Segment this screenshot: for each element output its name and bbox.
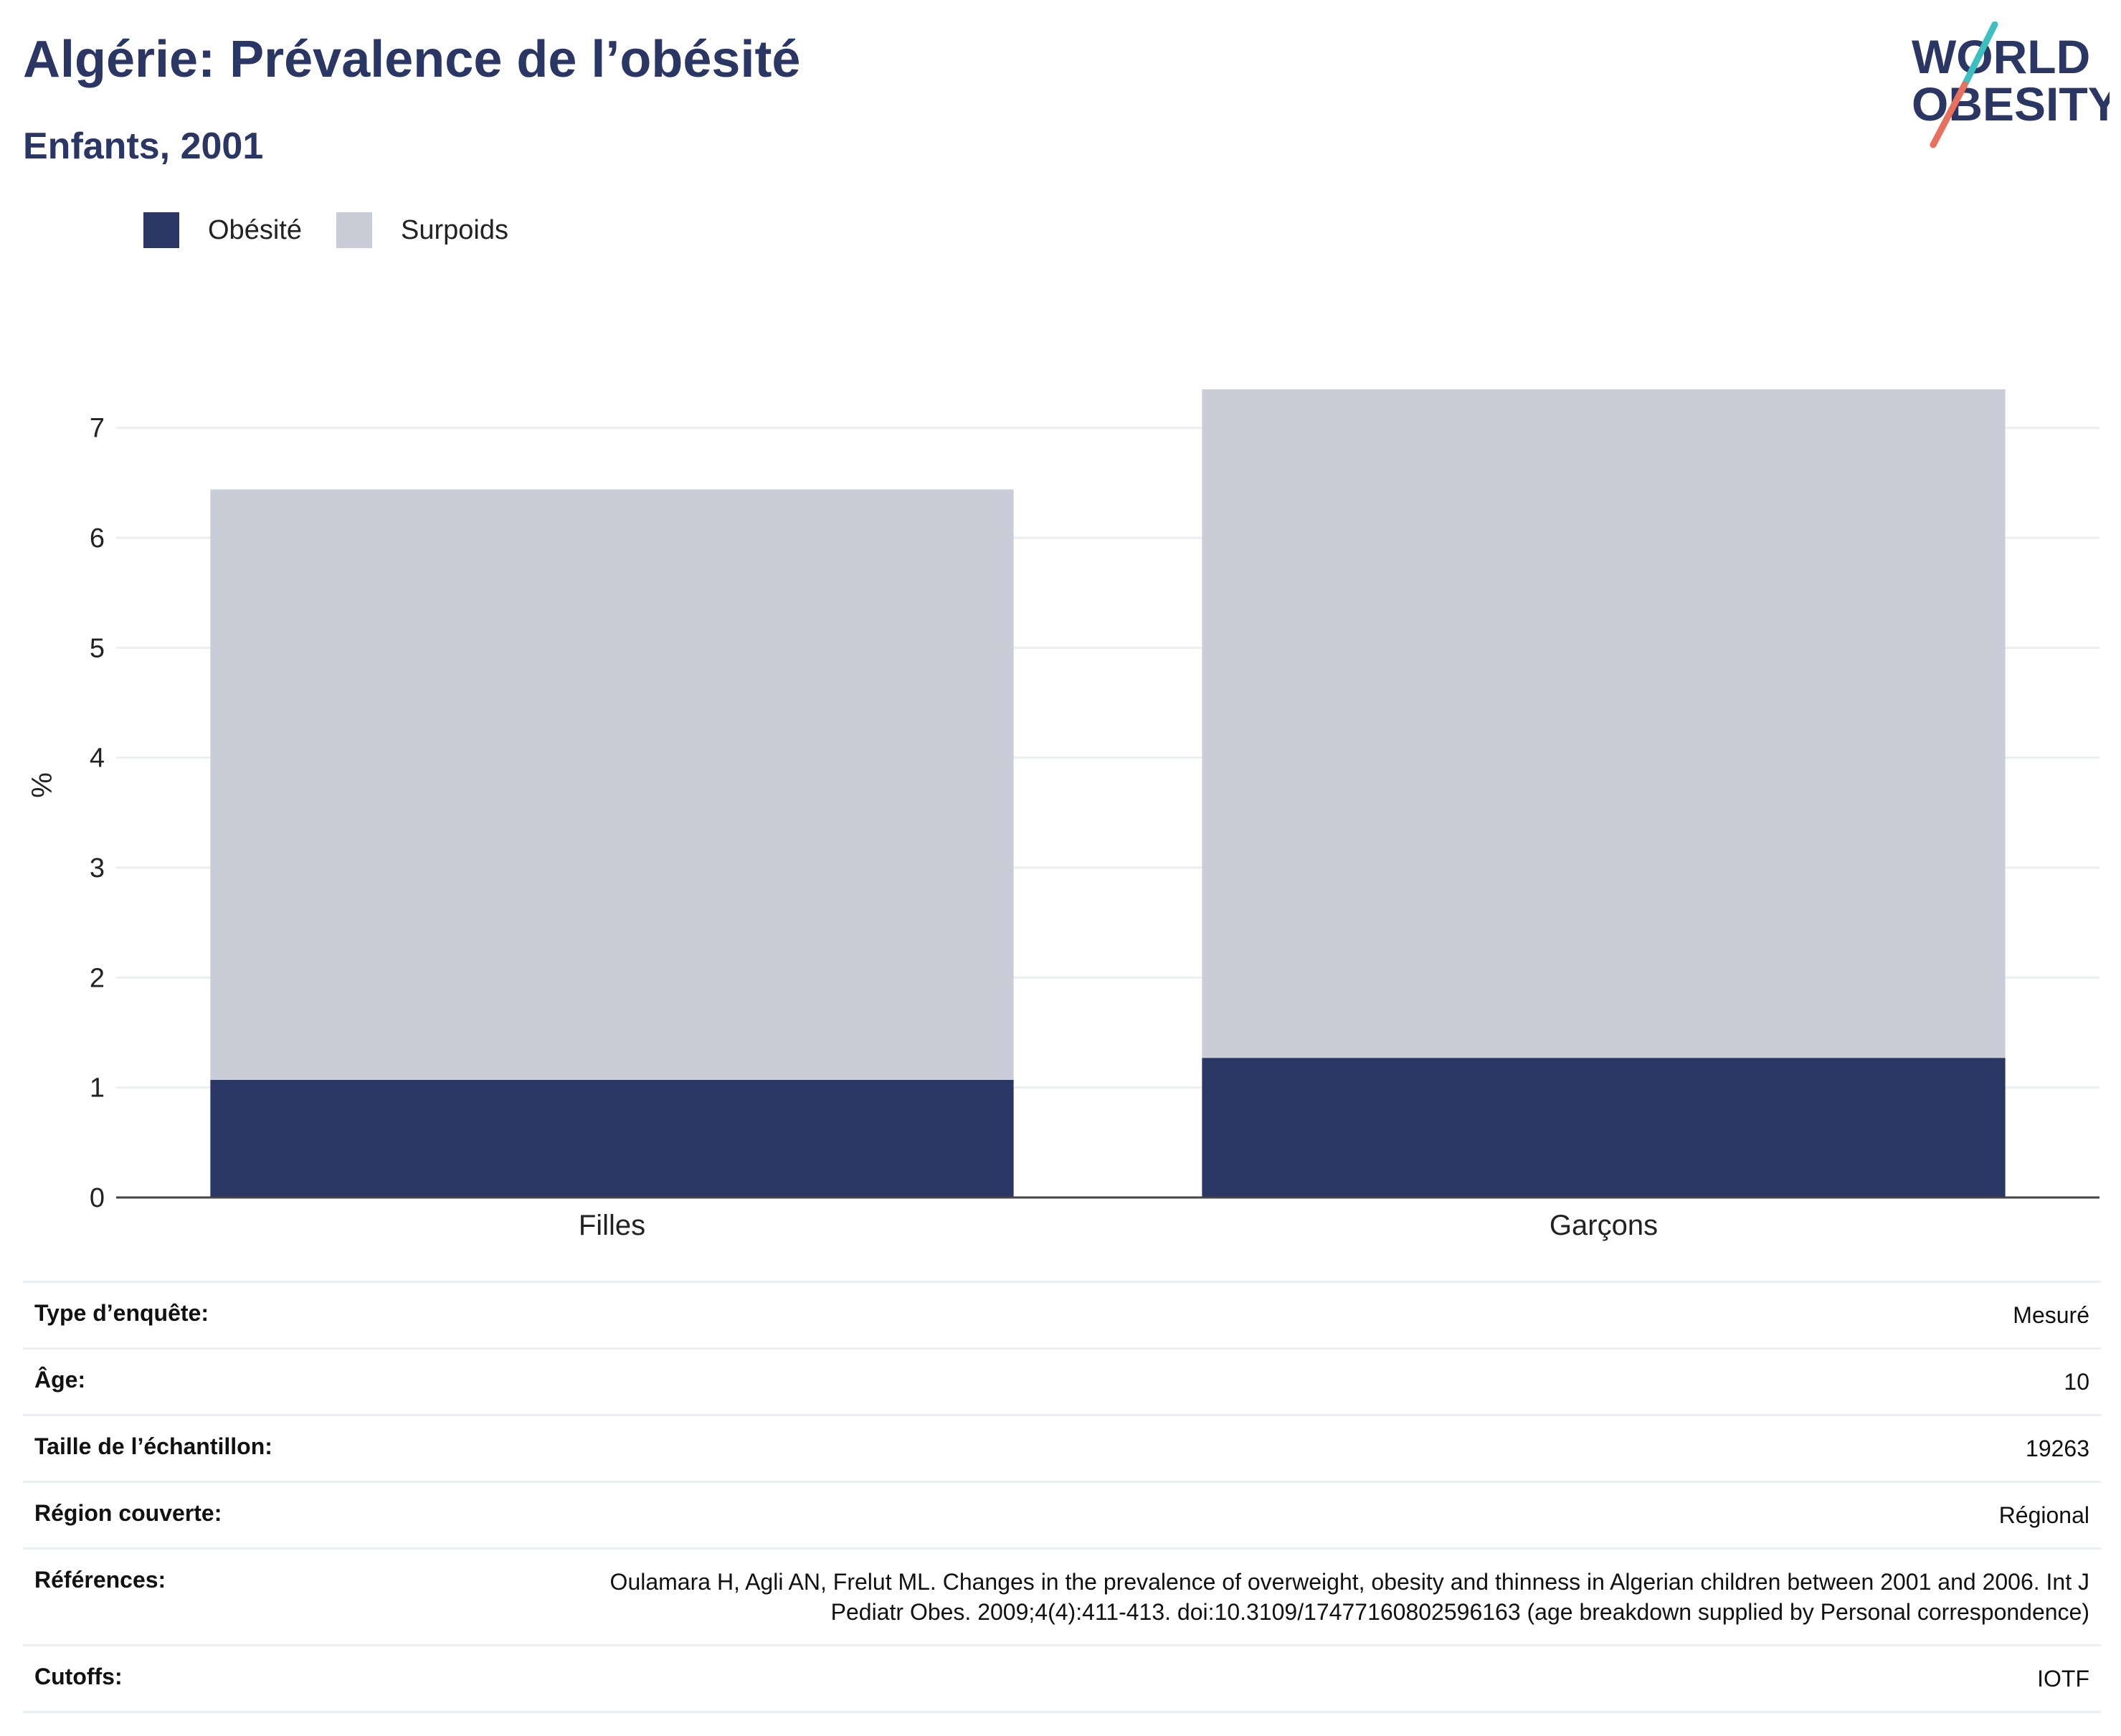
logo-text-world: WORLD (1912, 30, 2090, 83)
legend-item-obesity[interactable]: Obésité (143, 212, 302, 248)
y-tick-label: 7 (90, 414, 105, 444)
info-value: Oulamara H, Agli AN, Frelut ML. Changes … (609, 1569, 2089, 1625)
y-tick-label: 0 (90, 1183, 105, 1213)
world-obesity-logo: WORLD OBESITY (1880, 21, 2120, 151)
info-label: Taille de l’échantillon: (34, 1433, 272, 1459)
x-tick-label: Garçons (1550, 1210, 1658, 1241)
logo-slash-teal (1961, 21, 1998, 88)
bar-overweight-1 (1202, 389, 2006, 1058)
legend-swatch-obesity (143, 212, 179, 248)
info-label: Âge: (34, 1367, 86, 1393)
info-value: Mesuré (2013, 1302, 2089, 1328)
bar-obesity-0 (210, 1079, 1014, 1197)
y-tick-label: 3 (90, 853, 105, 883)
y-tick-label: 1 (90, 1073, 105, 1104)
bar-chart: 0 1 2 3 4 5 6 7% Filles Garçons (27, 389, 2099, 1241)
info-row-age: Âge: 10 (23, 1347, 2101, 1414)
chart-subtitle: Enfants, 2001 (23, 125, 264, 167)
logo-slash-red (1930, 81, 1968, 148)
y-tick-label: 6 (90, 523, 105, 554)
info-row-references: Références: Oulamara H, Agli AN, Frelut … (23, 1547, 2101, 1644)
legend-swatch-overweight (336, 212, 372, 248)
survey-info-table: Type d’enquête: Mesuré Âge: 10 Taille de… (23, 1281, 2101, 1713)
y-tick-label: 2 (90, 963, 105, 993)
info-row-sample-size: Taille de l’échantillon: 19263 (23, 1414, 2101, 1481)
legend: Obésité Surpoids (143, 212, 543, 248)
bar-overweight-0 (210, 489, 1014, 1080)
info-row-region: Région couverte: Régional (23, 1481, 2101, 1547)
info-value: IOTF (2037, 1666, 2089, 1692)
info-row-survey-type: Type d’enquête: Mesuré (23, 1281, 2101, 1347)
legend-label-overweight: Surpoids (400, 214, 508, 245)
info-label: Région couverte: (34, 1500, 222, 1526)
info-label: Type d’enquête: (34, 1300, 209, 1326)
info-value: 10 (2064, 1369, 2089, 1395)
legend-label-obesity: Obésité (208, 214, 302, 245)
info-label: Références: (34, 1567, 166, 1593)
info-value: Régional (1998, 1502, 2089, 1528)
y-tick-label: 5 (90, 633, 105, 663)
chart-title: Algérie: Prévalence de l’obésité (23, 31, 801, 88)
y-axis-label: % (27, 772, 58, 798)
legend-item-overweight[interactable]: Surpoids (336, 212, 508, 248)
info-row-cutoffs: Cutoffs: IOTF (23, 1644, 2101, 1713)
y-tick-label: 4 (90, 744, 105, 774)
x-tick-label: Filles (579, 1210, 645, 1241)
info-label: Cutoffs: (34, 1664, 123, 1689)
bar-obesity-1 (1202, 1058, 2006, 1197)
info-value: 19263 (2026, 1436, 2089, 1461)
